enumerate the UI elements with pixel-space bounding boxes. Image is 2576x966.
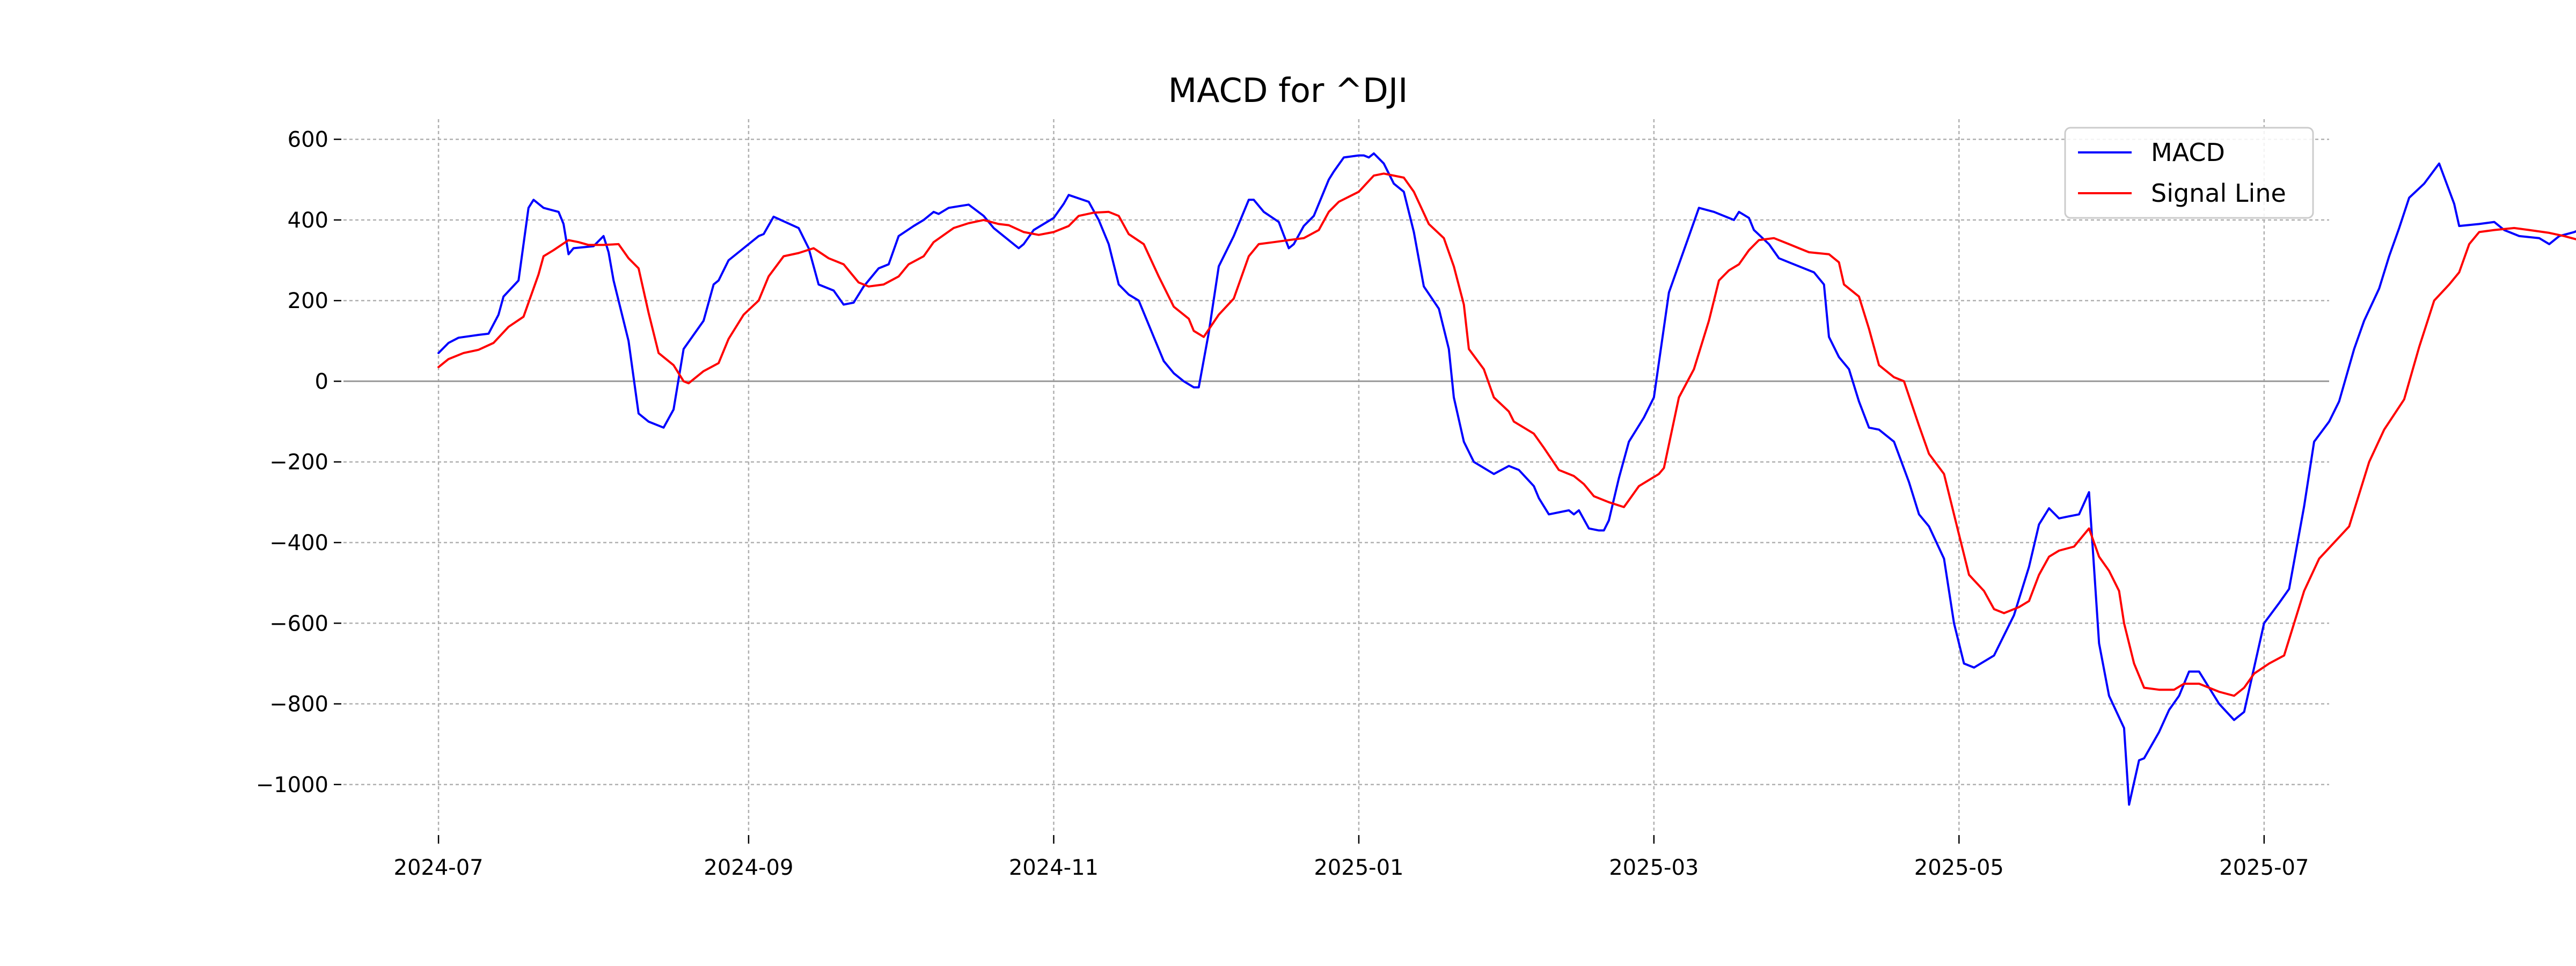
x-tick-label: 2024-11 bbox=[1009, 855, 1099, 880]
chart-title: MACD for ^DJI bbox=[1168, 71, 1408, 110]
x-tick-label: 2025-03 bbox=[1609, 855, 1699, 880]
y-tick-label: 0 bbox=[315, 369, 328, 394]
x-tick-label: 2025-05 bbox=[1914, 855, 2004, 880]
series-lines bbox=[437, 152, 2576, 806]
x-tick-label: 2024-07 bbox=[394, 855, 484, 880]
y-tick-label: 400 bbox=[288, 208, 328, 233]
legend-label: MACD bbox=[2151, 138, 2225, 167]
x-tick-label: 2025-07 bbox=[2219, 855, 2309, 880]
legend: MACD Signal Line bbox=[2064, 127, 2314, 219]
y-tick-label: 600 bbox=[288, 128, 328, 152]
x-tick-label: 2025-01 bbox=[1314, 855, 1403, 880]
x-tick-label: 2024-09 bbox=[704, 855, 793, 880]
y-tick-label: −600 bbox=[269, 611, 328, 636]
axes: 600 400 200 0 −200 −400 −600 −800 −1000 2024-07 20… bbox=[256, 128, 2309, 880]
y-tick-label: −400 bbox=[269, 531, 328, 555]
y-tick-label: 200 bbox=[288, 289, 328, 313]
legend-label: Signal Line bbox=[2151, 179, 2286, 208]
signal-line bbox=[437, 172, 2576, 697]
legend-box bbox=[2064, 127, 2314, 219]
grid bbox=[343, 119, 2329, 833]
y-tick-label: −1000 bbox=[256, 773, 328, 797]
macd-line bbox=[437, 152, 2576, 806]
y-tick-label: −800 bbox=[269, 692, 328, 717]
y-tick-label: −200 bbox=[269, 450, 328, 475]
